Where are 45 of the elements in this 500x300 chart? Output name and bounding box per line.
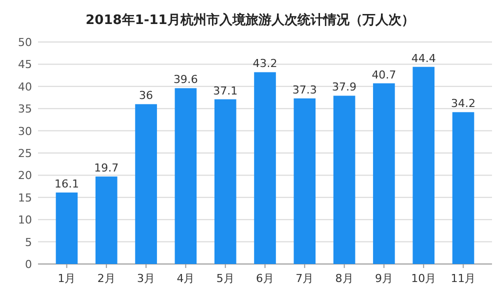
data-label: 16.1 xyxy=(54,178,79,191)
y-tick-label: 45 xyxy=(18,58,32,72)
data-label: 40.7 xyxy=(372,68,396,82)
x-tick-label: 7月 xyxy=(296,272,314,285)
bar xyxy=(254,72,276,264)
y-tick-label: 5 xyxy=(25,236,32,249)
data-label: 36 xyxy=(139,89,154,102)
data-label: 44.4 xyxy=(411,52,436,65)
x-tick-label: 4月 xyxy=(176,272,195,285)
y-tick-label: 0 xyxy=(25,258,32,271)
y-tick-label: 50 xyxy=(18,36,32,49)
x-tick-label: 3月 xyxy=(137,272,156,285)
x-tick-label: 11月 xyxy=(450,272,476,285)
x-tick-label: 10月 xyxy=(411,272,436,285)
bar xyxy=(214,99,236,264)
bar xyxy=(452,112,474,264)
data-label: 43.2 xyxy=(252,57,278,70)
data-label: 19.7 xyxy=(94,162,119,175)
y-tick-label: 40 xyxy=(18,80,32,94)
bar xyxy=(333,96,356,264)
y-tick-label: 30 xyxy=(18,124,32,138)
x-tick-label: 2月 xyxy=(97,272,116,285)
bar xyxy=(95,176,118,264)
data-label: 37.9 xyxy=(332,80,357,94)
bar xyxy=(174,88,197,264)
bar xyxy=(294,98,316,264)
x-tick-label: 5月 xyxy=(216,272,234,285)
bar xyxy=(56,192,78,264)
x-tick-label: 6月 xyxy=(256,272,274,285)
x-tick-label: 8月 xyxy=(335,272,354,285)
data-label: 37.3 xyxy=(292,83,317,96)
y-tick-label: 15 xyxy=(18,191,32,204)
bar xyxy=(373,83,395,264)
x-tick-label: 1月 xyxy=(58,272,76,285)
chart-title: 2018年1-11月杭州市入境旅游人次统计情况（万人次） xyxy=(86,12,414,28)
y-tick-label: 10 xyxy=(18,214,32,227)
data-label: 39.6 xyxy=(173,73,198,86)
data-label: 34.2 xyxy=(451,97,476,110)
bar xyxy=(412,66,435,264)
bar xyxy=(135,104,157,264)
y-tick-label: 25 xyxy=(18,147,32,160)
y-tick-label: 20 xyxy=(18,169,32,182)
x-tick-label: 9月 xyxy=(374,272,393,285)
y-tick-label: 35 xyxy=(18,102,32,116)
data-label: 37.1 xyxy=(213,84,238,98)
